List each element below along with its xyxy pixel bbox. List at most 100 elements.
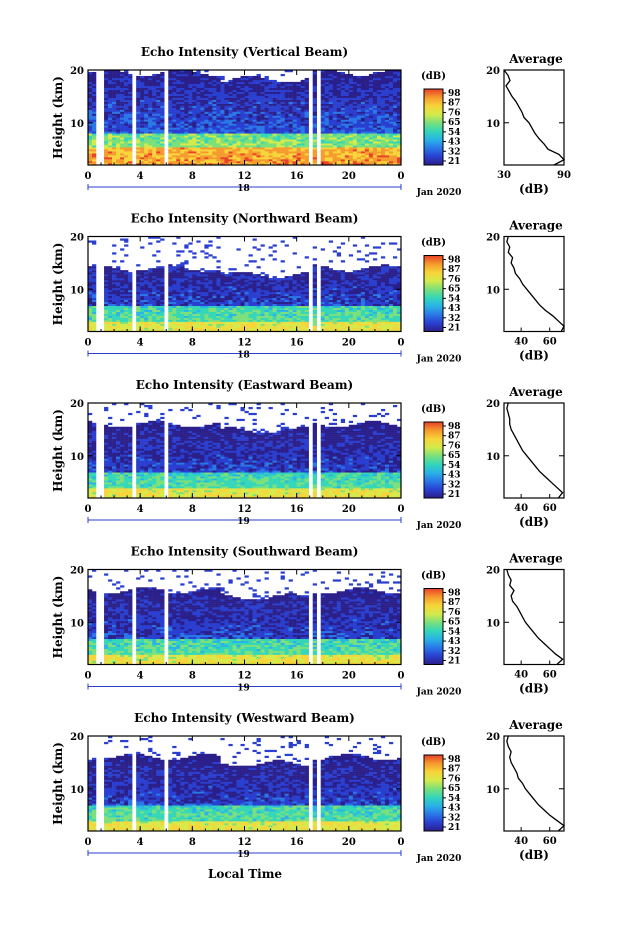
x-tick-label: 0 [85, 338, 92, 349]
panel-3: Echo Intensity (Eastward Beam) 0 4 8 12 16 20 0… [51, 378, 565, 531]
average-x-tick-label: 60 [543, 503, 557, 514]
x-tick-label: 4 [137, 837, 144, 848]
colorbar-tick-label: 65 [448, 784, 461, 794]
x-tick-label: 12 [238, 504, 252, 515]
average-x-label: (dB) [519, 182, 549, 196]
heatmap [88, 403, 402, 499]
average-x-tick-label: 40 [514, 503, 528, 514]
date-label: 19 [237, 684, 250, 694]
x-tick-label: 16 [290, 671, 304, 682]
y-tick-label: 10 [70, 285, 84, 296]
average-x-tick-label: 40 [514, 670, 528, 681]
date-label: 19 [237, 517, 250, 527]
average-profile-line [503, 69, 566, 166]
average-y-tick-label: 10 [486, 285, 500, 296]
colorbar-tick-label: 76 [448, 108, 461, 118]
colorbar-tick-label: 87 [448, 598, 461, 608]
panels: Echo Intensity (Vertical Beam) 0 4 8 12 16 20 0… [51, 45, 571, 864]
heatmap [88, 70, 402, 166]
colorbar-tick-label: 98 [448, 422, 461, 432]
colorbar-tick-label: 87 [448, 265, 461, 275]
average-y-tick-label: 10 [486, 452, 500, 463]
x-tick-label: 4 [137, 504, 144, 515]
colorbar-tick-label: 76 [448, 275, 461, 285]
average-x-tick-label: 30 [497, 170, 511, 181]
month-label: Jan 2020 [416, 854, 462, 864]
average-x-label: (dB) [519, 515, 549, 529]
colorbar-tick-label: 54 [448, 461, 461, 471]
x-tick-label: 0 [398, 837, 405, 848]
x-tick-label: 0 [398, 671, 405, 682]
x-tick-label: 20 [342, 171, 356, 182]
colorbar-tick-label: 87 [448, 99, 461, 109]
panel-4: Echo Intensity (Southward Beam) 0 4 8 12 16 20… [51, 545, 565, 698]
colorbar-tick-label: 98 [448, 89, 461, 99]
average-title: Average [508, 552, 563, 566]
colorbar-tick-label: 21 [448, 157, 461, 167]
panel-1: Echo Intensity (Vertical Beam) 0 4 8 12 16 20 0… [51, 45, 571, 198]
x-tick-label: 0 [398, 504, 405, 515]
average-y-tick-label: 10 [486, 119, 500, 130]
average-y-tick-label: 20 [486, 399, 500, 410]
colorbar-tick-label: 43 [448, 637, 461, 647]
average-frame [503, 568, 565, 666]
colorbar-tick-label: 87 [448, 432, 461, 442]
average-x-tick-label: 90 [557, 170, 571, 181]
y-tick-label: 10 [70, 452, 84, 463]
x-tick-label: 16 [290, 504, 304, 515]
x-tick-label: 12 [238, 837, 252, 848]
x-tick-label: 12 [238, 171, 252, 182]
average-x-tick-label: 40 [514, 337, 528, 348]
colorbar-tick-label: 65 [448, 118, 461, 128]
y-axis-label: Height (km) [51, 243, 65, 326]
panel-title: Echo Intensity (Vertical Beam) [141, 45, 348, 59]
colorbar [423, 255, 444, 332]
y-tick-label: 20 [70, 66, 84, 77]
average-frame [503, 402, 565, 499]
average-title: Average [508, 219, 563, 233]
panel-2: Echo Intensity (Northward Beam) 0 4 8 12 16 20… [51, 212, 565, 365]
x-tick-label: 20 [342, 504, 356, 515]
average-profile-line [506, 569, 564, 665]
y-axis-label: Height (km) [51, 742, 65, 825]
colorbar [423, 88, 444, 166]
heatmap [88, 569, 402, 665]
x-tick-label: 8 [189, 837, 196, 848]
colorbar-tick-label: 76 [448, 608, 461, 618]
panel-title: Echo Intensity (Westward Beam) [134, 711, 355, 725]
x-tick-label: 8 [189, 171, 196, 182]
date-label: 18 [237, 184, 250, 194]
colorbar-tick-label: 32 [448, 480, 461, 490]
x-tick-label: 20 [342, 338, 356, 349]
x-tick-label: 8 [189, 338, 196, 349]
month-label: Jan 2020 [416, 355, 462, 365]
month-label: Jan 2020 [416, 521, 462, 531]
average-x-label: (dB) [519, 349, 549, 363]
average-frame [503, 69, 565, 166]
x-tick-label: 8 [189, 671, 196, 682]
average-profile-line [506, 735, 566, 832]
colorbar-tick-label: 21 [448, 490, 461, 500]
colorbar-unit: (dB) [421, 571, 446, 582]
y-tick-label: 20 [70, 566, 84, 577]
x-tick-label: 20 [342, 671, 356, 682]
colorbar-tick-label: 32 [448, 813, 461, 823]
x-tick-label: 12 [238, 671, 252, 682]
month-label: Jan 2020 [416, 188, 462, 198]
date-label: 18 [237, 351, 250, 361]
heatmap [88, 736, 402, 832]
colorbar-tick-label: 98 [448, 589, 461, 599]
average-frame [503, 735, 565, 832]
colorbar-tick-label: 21 [448, 324, 461, 334]
average-y-tick-label: 20 [486, 566, 500, 577]
x-tick-label: 0 [85, 671, 92, 682]
colorbar-tick-label: 32 [448, 147, 461, 157]
colorbar-tick-label: 32 [448, 647, 461, 657]
average-x-label: (dB) [519, 848, 549, 862]
colorbar-unit: (dB) [421, 404, 446, 415]
colorbar-tick-label: 32 [448, 314, 461, 324]
x-tick-label: 8 [189, 504, 196, 515]
x-tick-label: 16 [290, 338, 304, 349]
colorbar-tick-label: 54 [448, 627, 461, 637]
x-tick-label: 16 [290, 171, 304, 182]
